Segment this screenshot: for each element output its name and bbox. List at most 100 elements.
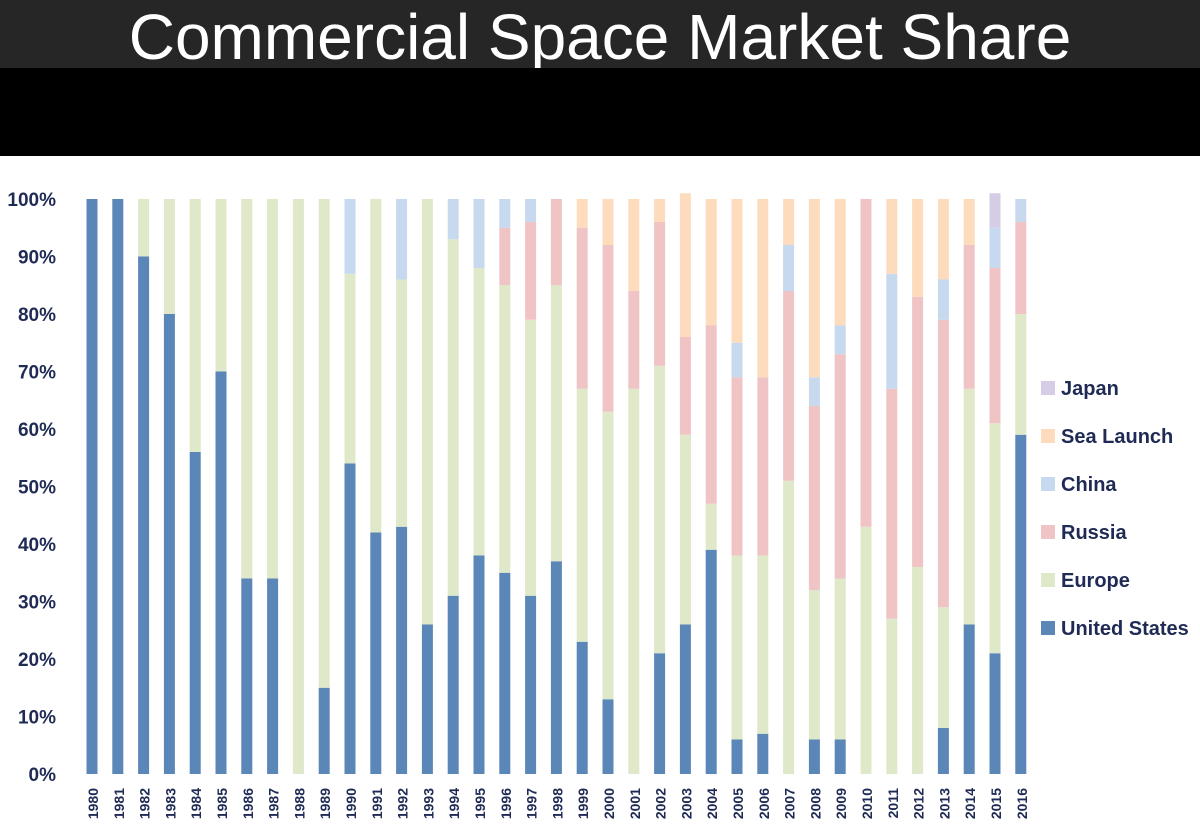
x-tick-label: 2015 bbox=[988, 788, 1004, 819]
bar-china-1992 bbox=[396, 199, 408, 280]
x-tick-label: 1991 bbox=[369, 788, 385, 819]
y-tick-label: 90% bbox=[18, 248, 56, 269]
bar-russia-1996 bbox=[499, 227, 511, 286]
bar-europe-1990 bbox=[344, 273, 356, 464]
title-band bbox=[0, 0, 1200, 68]
x-tick-label: 1987 bbox=[266, 788, 282, 819]
bar-russia-1998 bbox=[550, 199, 562, 286]
bar-europe-2006 bbox=[757, 555, 769, 734]
bar-united-states-2005 bbox=[731, 739, 743, 774]
bar-europe-1988 bbox=[292, 199, 304, 774]
bar-europe-1985 bbox=[215, 199, 227, 372]
bar-europe-2003 bbox=[679, 434, 691, 625]
bar-europe-1989 bbox=[318, 199, 330, 688]
legend: Japan Sea Launch China Russia Europe United S… bbox=[1041, 378, 1189, 640]
page-title: Commercial Space Market Share bbox=[128, 1, 1072, 73]
bar-united-states-2004 bbox=[705, 549, 717, 774]
bar-europe-2000 bbox=[602, 411, 614, 700]
bar-china-1994 bbox=[447, 199, 459, 240]
bar-russia-2002 bbox=[654, 222, 666, 366]
bar-europe-1998 bbox=[550, 285, 562, 562]
bar-united-states-2014 bbox=[963, 624, 975, 774]
bar-china-2005 bbox=[731, 342, 743, 378]
bar-europe-2004 bbox=[705, 503, 717, 550]
legend-swatch-china bbox=[1041, 477, 1055, 491]
bar-united-states-1981 bbox=[112, 199, 124, 774]
bar-united-states-1983 bbox=[163, 314, 175, 774]
x-tick-label: 2002 bbox=[653, 788, 669, 819]
x-tick-label: 1983 bbox=[162, 788, 178, 819]
bar-united-states-1998 bbox=[550, 561, 562, 774]
bar-sea-launch-2012 bbox=[912, 199, 924, 297]
bar-united-states-1994 bbox=[447, 595, 459, 774]
x-tick-label: 2016 bbox=[1014, 788, 1030, 819]
legend-label-japan: Japan bbox=[1061, 378, 1119, 400]
bar-united-states-1987 bbox=[267, 578, 279, 774]
bar-sea-launch-2002 bbox=[654, 199, 666, 222]
bar-united-states-2016 bbox=[1015, 434, 1027, 774]
bar-russia-2001 bbox=[628, 291, 640, 389]
bar-europe-1992 bbox=[396, 279, 408, 527]
bar-europe-1984 bbox=[189, 199, 201, 452]
legend-label-china: China bbox=[1061, 474, 1117, 496]
bar-china-2016 bbox=[1015, 199, 1027, 222]
y-tick-label: 10% bbox=[18, 708, 56, 729]
bar-china-2009 bbox=[834, 325, 846, 355]
bar-sea-launch-2005 bbox=[731, 199, 743, 343]
x-tick-label: 2010 bbox=[859, 788, 875, 819]
x-tick-label: 2013 bbox=[936, 788, 952, 819]
x-tick-label: 1988 bbox=[291, 788, 307, 819]
bar-russia-2010 bbox=[860, 199, 872, 527]
bar-sea-launch-2008 bbox=[808, 199, 820, 378]
bar-europe-2007 bbox=[783, 480, 795, 774]
bar-europe-2009 bbox=[834, 578, 846, 740]
legend-label-united-states: United States bbox=[1061, 618, 1189, 640]
bar-china-1996 bbox=[499, 199, 511, 228]
bar-united-states-2000 bbox=[602, 699, 614, 774]
bar-russia-2000 bbox=[602, 245, 614, 412]
bar-china-2015 bbox=[989, 227, 1001, 268]
bar-united-states-1993 bbox=[421, 624, 433, 774]
bar-united-states-1982 bbox=[138, 256, 150, 774]
x-tick-label: 1992 bbox=[395, 788, 411, 819]
bar-united-states-2013 bbox=[937, 728, 949, 774]
x-tick-label: 1985 bbox=[214, 788, 230, 819]
x-tick-label: 2007 bbox=[782, 788, 798, 819]
bar-united-states-2015 bbox=[989, 653, 1001, 774]
bar-europe-2010 bbox=[860, 526, 872, 774]
bar-china-2008 bbox=[808, 377, 820, 406]
bar-europe-1991 bbox=[370, 199, 382, 533]
x-tick-label: 1997 bbox=[524, 788, 540, 819]
bar-europe-1982 bbox=[138, 199, 150, 257]
bar-europe-1987 bbox=[267, 199, 279, 579]
x-tick-label: 1998 bbox=[549, 788, 565, 819]
y-tick-label: 0% bbox=[29, 765, 57, 786]
bar-japan-2015 bbox=[989, 193, 1001, 228]
bar-china-2007 bbox=[783, 245, 795, 291]
legend-swatch-united-states bbox=[1041, 621, 1055, 635]
bar-europe-1999 bbox=[576, 388, 588, 642]
bar-russia-2013 bbox=[937, 319, 949, 608]
x-tick-label: 1984 bbox=[188, 788, 204, 819]
x-tick-label: 2008 bbox=[807, 788, 823, 819]
bar-sea-launch-2006 bbox=[757, 199, 769, 378]
bar-united-states-2008 bbox=[808, 739, 820, 774]
x-tick-label: 1999 bbox=[575, 788, 591, 819]
x-tick-label: 2012 bbox=[911, 788, 927, 819]
bar-europe-1996 bbox=[499, 285, 511, 573]
bar-russia-2004 bbox=[705, 325, 717, 504]
bar-russia-2006 bbox=[757, 377, 769, 556]
legend-label-europe: Europe bbox=[1061, 570, 1130, 592]
x-tick-label: 1981 bbox=[111, 788, 127, 819]
legend-swatch-russia bbox=[1041, 525, 1055, 539]
y-tick-label: 70% bbox=[18, 363, 56, 384]
bar-united-states-1996 bbox=[499, 572, 511, 774]
x-tick-label: 2014 bbox=[962, 788, 978, 819]
bar-china-1995 bbox=[473, 199, 485, 268]
bar-russia-2009 bbox=[834, 354, 846, 579]
bar-sea-launch-2000 bbox=[602, 199, 614, 245]
x-tick-label: 2006 bbox=[756, 788, 772, 819]
bar-russia-1997 bbox=[525, 222, 537, 320]
bar-europe-2001 bbox=[628, 388, 640, 774]
bar-russia-2014 bbox=[963, 245, 975, 389]
